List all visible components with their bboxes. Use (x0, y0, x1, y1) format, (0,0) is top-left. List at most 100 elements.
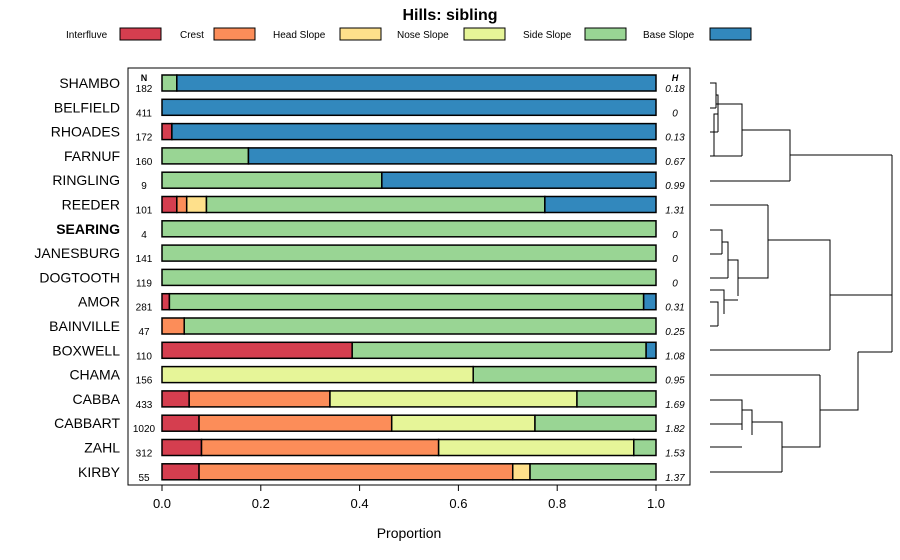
legend-label: Crest (180, 30, 204, 41)
row-h-value: 1.31 (665, 206, 684, 217)
legend-label: Interfluve (66, 30, 108, 41)
row-n-value: 182 (136, 84, 153, 95)
row-h-value: 0 (672, 230, 678, 241)
n-column-header: N (141, 73, 148, 83)
h-column-header: H (672, 73, 679, 83)
row-label: CHAMA (69, 367, 120, 383)
legend-swatch (584, 27, 627, 41)
row-label: REEDER (62, 197, 120, 213)
legend-label: Base Slope (643, 30, 695, 41)
row-n-value: 9 (141, 181, 147, 192)
row-label: KIRBY (78, 464, 121, 480)
row-h-value: 1.82 (665, 424, 685, 435)
x-tick-label: 0.2 (252, 496, 270, 511)
dendrogram-branch (768, 239, 831, 350)
row-n-value: 281 (136, 303, 153, 314)
bar-segment (161, 438, 203, 457)
dendrogram-branch (738, 205, 769, 279)
bar-segment (161, 195, 178, 214)
row-n-value: 141 (136, 254, 153, 265)
legend-swatch (119, 27, 162, 41)
bar-segment (161, 171, 383, 189)
legend-swatch (463, 27, 506, 41)
row-h-value: 0 (672, 254, 678, 265)
row-h-value: 1.37 (665, 473, 685, 484)
bar-segment (161, 244, 657, 262)
row-h-value: 0.95 (665, 376, 685, 387)
x-tick-label: 0.0 (153, 496, 171, 511)
row-n-value: 101 (136, 206, 153, 217)
bar-segment (188, 390, 331, 408)
row-label: FARNUF (64, 148, 120, 164)
row-n-value: 160 (136, 157, 153, 168)
bar-segment (161, 268, 657, 287)
row-h-value: 0 (672, 108, 678, 119)
row-label: AMOR (78, 294, 120, 310)
bar-segment (329, 390, 578, 408)
bar-segment (171, 122, 657, 141)
plot-frame (127, 67, 691, 486)
dendrogram-branch (782, 375, 821, 448)
row-n-value: 119 (136, 278, 152, 289)
dendrogram-branch (722, 241, 729, 278)
bar-segment (161, 98, 657, 117)
bar-segment (161, 463, 200, 481)
legend-swatch (213, 27, 256, 41)
bar-segment (161, 122, 173, 141)
dendrogram-branch (713, 113, 718, 156)
bar-segment (472, 365, 657, 384)
row-n-value: 55 (138, 473, 150, 484)
bar-segment (161, 292, 171, 311)
row-label: RHOADES (51, 124, 120, 140)
legend-swatch (339, 27, 382, 41)
row-n-value: 1020 (133, 424, 156, 435)
row-h-value: 0.31 (665, 303, 684, 314)
bar-segment (176, 74, 657, 92)
bar-segment (161, 317, 185, 335)
x-tick-label: 0.4 (351, 496, 369, 511)
row-label: BOXWELL (52, 342, 120, 358)
bar-segment (161, 220, 657, 238)
dendrogram-branch (710, 82, 717, 108)
dendrogram-branch (728, 259, 739, 296)
bar-segment (576, 390, 657, 408)
row-n-value: 411 (136, 108, 152, 119)
dendrogram-branch (710, 229, 723, 254)
row-h-value: 0.67 (665, 157, 685, 168)
x-axis: 0.0 0.2 0.4 0.6 0.8 1.0 (153, 485, 665, 511)
dendrogram-branch (710, 399, 743, 430)
bar-segment (544, 195, 657, 214)
legend-label: Head Slope (273, 30, 326, 41)
row-n-value: 433 (136, 400, 153, 411)
row-h-value: 0.25 (665, 327, 685, 338)
dendrogram-branch (742, 409, 753, 435)
row-h-value: 1.53 (665, 449, 685, 460)
row-n-value: 156 (136, 376, 153, 387)
bar-segment (161, 147, 250, 165)
bar-segment (247, 147, 657, 165)
bar-segment (176, 195, 188, 214)
bar-segment (200, 438, 440, 457)
bar-segment (161, 365, 474, 384)
bar-segment (390, 414, 536, 432)
row-h-value: 0.18 (665, 84, 685, 95)
row-label: DOGTOOTH (39, 269, 120, 285)
x-tick-label: 0.8 (548, 496, 566, 511)
dendrogram-branch (820, 352, 859, 411)
row-label: SEARING (56, 221, 120, 237)
dendrogram-branch (742, 129, 791, 181)
bar-segment (198, 414, 393, 432)
chart-title: Hills: sibling (402, 7, 497, 24)
dendrogram-branch (716, 103, 743, 156)
dendrogram-branch (752, 421, 783, 472)
row-h-value: 1.69 (665, 400, 685, 411)
row-n-value: 312 (136, 449, 153, 460)
bar-segment (645, 341, 657, 360)
bar-segment (529, 463, 657, 481)
dendrogram-branch (710, 301, 719, 326)
x-axis-label: Proportion (377, 525, 442, 541)
x-tick-label: 0.6 (449, 496, 467, 511)
row-h-value: 1.08 (665, 351, 685, 362)
